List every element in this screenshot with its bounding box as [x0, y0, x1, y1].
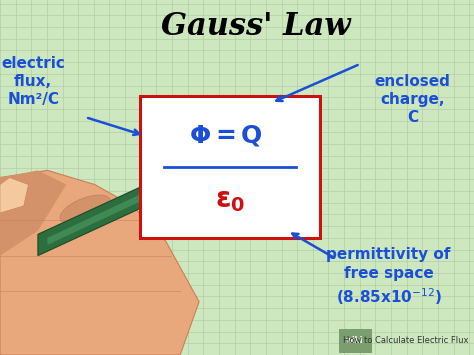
- Text: enclosed
charge,
C: enclosed charge, C: [374, 74, 450, 125]
- Text: permittivity of
free space
(8.85x10$^{-12}$): permittivity of free space (8.85x10$^{-1…: [327, 246, 451, 307]
- Text: $\bf{\varepsilon}_{\bf{0}}$: $\bf{\varepsilon}_{\bf{0}}$: [215, 187, 245, 214]
- Polygon shape: [0, 178, 28, 213]
- FancyBboxPatch shape: [339, 329, 372, 353]
- FancyBboxPatch shape: [140, 96, 320, 238]
- Ellipse shape: [60, 195, 110, 224]
- Polygon shape: [164, 191, 173, 196]
- Text: How to Calculate Electric Flux: How to Calculate Electric Flux: [343, 336, 468, 345]
- Text: electric
flux,
Nm²/C: electric flux, Nm²/C: [1, 56, 65, 107]
- Text: Gauss' Law: Gauss' Law: [161, 11, 351, 42]
- Polygon shape: [47, 185, 161, 245]
- Text: $\bf{\Phi}$$\bf{ = }$$\bf{Q}$: $\bf{\Phi}$$\bf{ = }$$\bf{Q}$: [189, 123, 263, 148]
- Polygon shape: [0, 170, 66, 256]
- Text: wiki: wiki: [346, 336, 363, 345]
- Polygon shape: [140, 193, 165, 208]
- Polygon shape: [38, 178, 161, 256]
- Polygon shape: [0, 170, 199, 355]
